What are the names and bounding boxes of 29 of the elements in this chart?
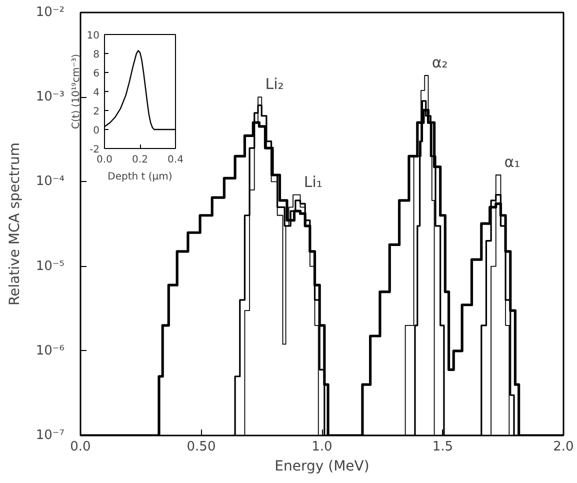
x-axis-title: Depth t (μm) — [108, 172, 172, 182]
y-tick-label: 2 — [93, 106, 100, 118]
y-tick-label: 0 — [93, 126, 100, 136]
y-tick-label: -2 — [90, 144, 100, 156]
y-tick-label: 10⁻² — [36, 5, 65, 20]
y-tick-label: 6 — [93, 68, 100, 80]
x-tick-label: 0.2 — [132, 154, 148, 166]
annotation: Li₁ — [304, 172, 322, 191]
x-tick-label: 1.0 — [312, 440, 332, 454]
x-tick-label: 1.5 — [432, 440, 454, 454]
y-tick-label: 4 — [93, 88, 100, 98]
annotation: Li₂ — [265, 75, 284, 94]
x-axis-title: Energy (MeV) — [274, 458, 370, 474]
y-axis-title: Relative MCA spectrum — [6, 142, 23, 306]
y-tick-label: 10⁻⁶ — [36, 343, 65, 358]
y-tick-label: 8 — [93, 50, 100, 60]
y-axis-title: C(t) (10¹⁹cm⁻³) — [70, 54, 82, 129]
x-tick-label: 0.0 — [96, 154, 112, 166]
y-tick-label: 10⁻⁵ — [36, 258, 65, 274]
annotation: α₂ — [432, 54, 448, 72]
x-tick-label: 0.0 — [70, 440, 91, 454]
x-tick-label: 0.50 — [186, 440, 216, 454]
y-tick-label: 10⁻⁷ — [36, 428, 65, 443]
y-tick-label: 10 — [86, 30, 100, 42]
x-tick-label: 2.0 — [553, 440, 574, 454]
x-tick-label: 0.4 — [168, 154, 184, 166]
annotation: α₁ — [504, 153, 520, 171]
y-tick-label: 10⁻³ — [36, 90, 65, 105]
y-tick-label: 10⁻⁴ — [36, 174, 65, 190]
